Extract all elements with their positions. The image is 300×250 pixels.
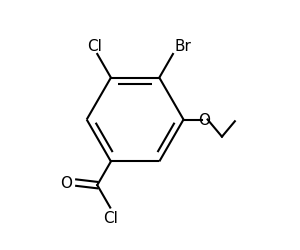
Text: O: O xyxy=(60,176,72,190)
Text: Cl: Cl xyxy=(103,210,118,225)
Text: O: O xyxy=(199,112,211,128)
Text: Cl: Cl xyxy=(87,38,102,54)
Text: Br: Br xyxy=(174,38,191,54)
